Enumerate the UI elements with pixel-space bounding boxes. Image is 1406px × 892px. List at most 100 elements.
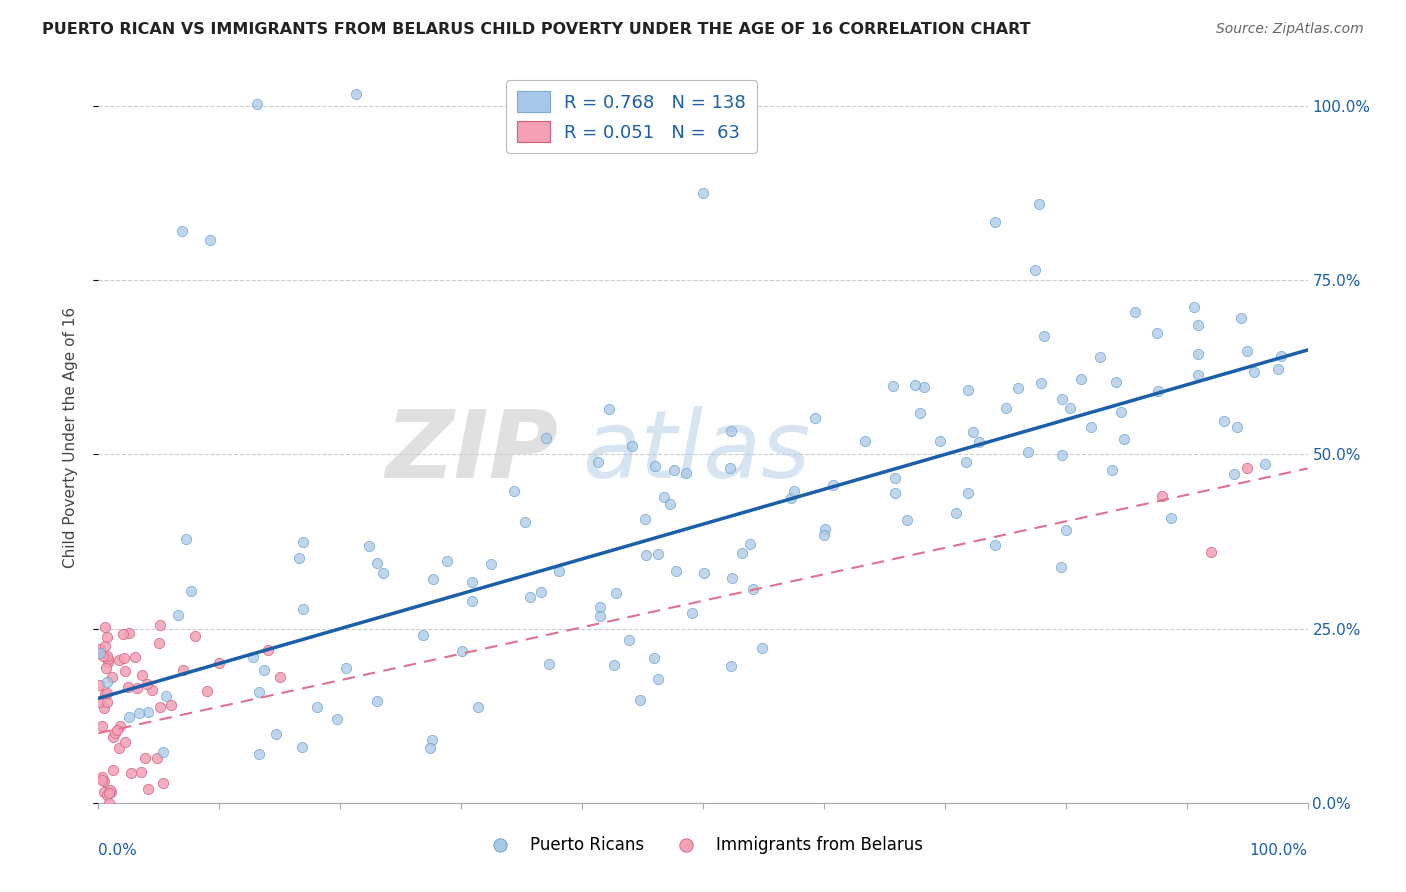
Point (420, 732, 443, 747)
Point (983, 215, 1005, 229)
Point (1123, 305, 1146, 319)
Point (160, 698, 183, 713)
Point (98, 783, 121, 797)
Point (903, 378, 925, 392)
Point (652, 491, 675, 505)
Point (242, 650, 264, 665)
Point (184, 629, 207, 643)
Point (141, 682, 163, 697)
Point (136, 705, 159, 719)
Point (751, 640, 773, 655)
Point (371, 566, 394, 581)
Point (125, 681, 148, 696)
Point (134, 750, 156, 764)
Point (96, 695, 118, 709)
Point (152, 776, 174, 790)
Point (155, 690, 177, 704)
Point (93, 785, 115, 799)
Point (128, 706, 150, 721)
Point (249, 747, 271, 762)
Text: ZIP: ZIP (385, 406, 558, 498)
Point (114, 664, 136, 678)
Point (129, 764, 152, 779)
Point (89, 641, 111, 656)
Point (644, 458, 666, 473)
Point (1007, 381, 1029, 395)
Point (253, 664, 276, 678)
Point (114, 735, 136, 749)
Point (108, 719, 131, 733)
Point (266, 727, 288, 741)
Point (419, 741, 441, 756)
Point (1267, 361, 1289, 376)
Point (1230, 311, 1253, 326)
Point (149, 700, 172, 714)
Point (1254, 457, 1277, 471)
Point (955, 455, 977, 469)
Point (603, 657, 626, 672)
Point (89, 678, 111, 692)
Point (1033, 329, 1056, 343)
Point (103, 763, 125, 777)
Point (515, 515, 537, 529)
Point (1236, 344, 1258, 359)
Point (291, 534, 314, 549)
Point (96, 789, 118, 803)
Point (105, 723, 128, 737)
Point (1160, 511, 1182, 525)
Point (136, 782, 159, 797)
Point (89, 695, 111, 709)
Point (1101, 462, 1123, 476)
Point (96, 630, 118, 644)
Point (855, 434, 877, 448)
Point (111, 627, 134, 641)
Point (681, 607, 703, 621)
Point (721, 571, 744, 585)
Point (246, 96, 269, 111)
Point (256, 642, 278, 657)
Legend: Puerto Ricans, Immigrants from Belarus: Puerto Ricans, Immigrants from Belarus (477, 829, 929, 860)
Point (1017, 445, 1039, 459)
Point (742, 582, 765, 597)
Point (1184, 301, 1206, 315)
Point (908, 406, 931, 420)
Point (1050, 392, 1073, 406)
Point (117, 680, 139, 694)
Y-axis label: Child Poverty Under the Age of 16: Child Poverty Under the Age of 16 (63, 307, 77, 567)
Point (782, 483, 804, 498)
Point (1028, 197, 1050, 211)
Point (101, 730, 124, 744)
Point (1187, 347, 1209, 361)
Point (101, 670, 124, 684)
Point (882, 378, 904, 392)
Point (617, 633, 640, 648)
Point (94, 639, 117, 653)
Point (1223, 467, 1246, 482)
Point (731, 546, 754, 560)
Point (1070, 372, 1092, 386)
Point (124, 649, 146, 664)
Point (692, 186, 714, 200)
Point (1080, 420, 1102, 434)
Point (112, 650, 135, 665)
Point (1054, 523, 1077, 537)
Point (326, 712, 349, 726)
Point (621, 439, 644, 453)
Point (135, 677, 157, 691)
Point (90, 770, 112, 784)
Point (305, 699, 328, 714)
Point (1114, 433, 1136, 447)
Point (108, 653, 131, 667)
Point (718, 460, 741, 475)
Text: 100.0%: 100.0% (1250, 843, 1308, 858)
Point (1199, 545, 1222, 559)
Point (1050, 448, 1073, 462)
Point (957, 486, 980, 500)
Point (91, 648, 114, 663)
Point (172, 664, 194, 678)
Point (548, 565, 571, 579)
Point (813, 528, 835, 542)
Point (589, 608, 612, 623)
Point (366, 694, 388, 708)
Text: Source: ZipAtlas.com: Source: ZipAtlas.com (1216, 22, 1364, 37)
